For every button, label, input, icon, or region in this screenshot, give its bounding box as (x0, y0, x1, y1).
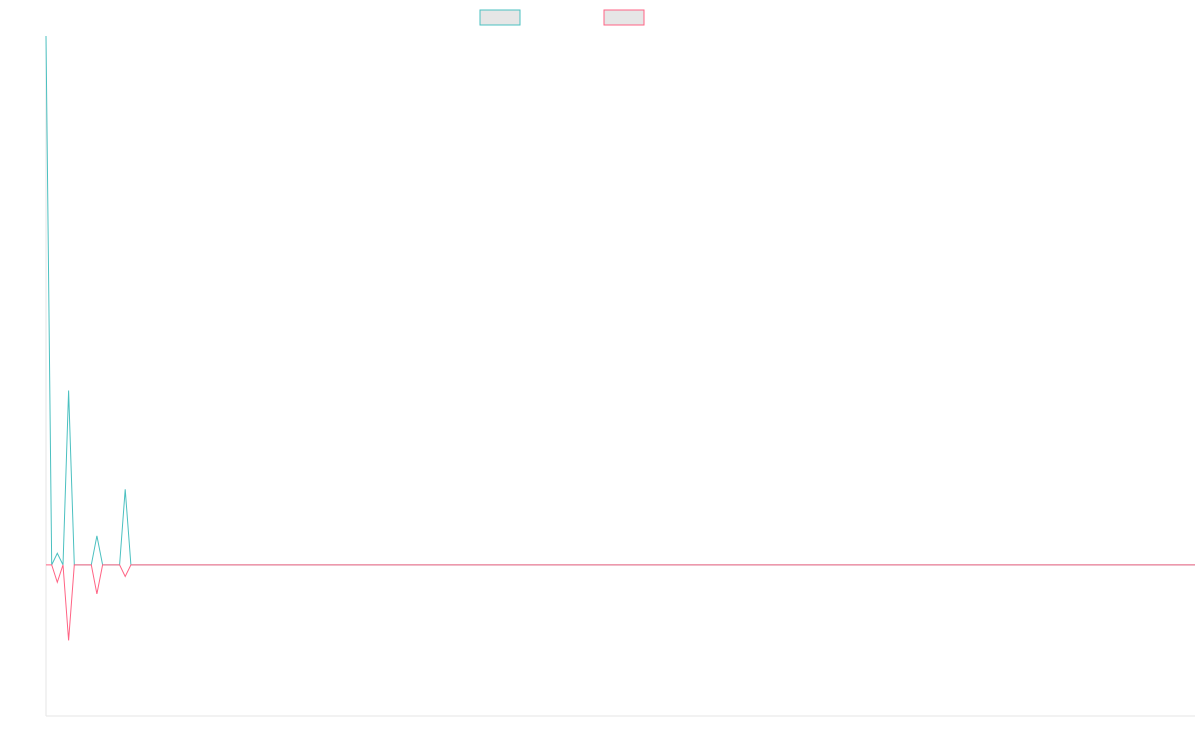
series-2-line (46, 564, 1195, 641)
series-layer (45, 35, 1195, 641)
legend-swatch-series-1[interactable] (479, 9, 521, 26)
series-1-line (45, 35, 1195, 566)
legend-swatch-series-2[interactable] (603, 9, 645, 26)
legend (479, 9, 645, 26)
